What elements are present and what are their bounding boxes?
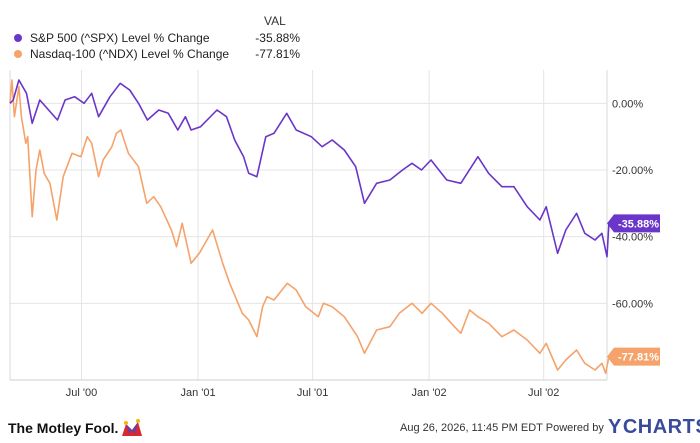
- legend-item-nasdaq100[interactable]: Nasdaq-100 (^NDX) Level % Change -77.81%: [14, 46, 300, 62]
- nasdaq100-line: [9, 79, 610, 375]
- ycharts-logo: Y CHARTS: [608, 416, 700, 439]
- ycharts-y-mark: Y: [608, 416, 622, 438]
- sp500-end-tag: [607, 214, 660, 233]
- y-tick-label: -40.00%: [612, 232, 653, 244]
- nasdaq100-legend-dot: [14, 50, 22, 58]
- sp500-end-label: -35.88%: [618, 218, 659, 230]
- y-tick-label: -60.00%: [612, 298, 653, 310]
- x-tick-label: Jul '00: [66, 387, 97, 399]
- footer: The Motley Fool. Aug 26, 2026, 11:45 PM …: [0, 412, 700, 443]
- motley-fool-logo: The Motley Fool.: [8, 418, 144, 438]
- sp500-legend-label: S&P 500 (^SPX) Level % Change: [30, 31, 210, 45]
- sp500-legend-dot: [14, 34, 22, 42]
- footer-timestamp: Aug 26, 2026, 11:45 PM EDT Powered by: [400, 422, 604, 434]
- nasdaq100-legend-value: -77.81%: [255, 47, 300, 61]
- legend: VAL S&P 500 (^SPX) Level % Change -35.88…: [0, 0, 700, 70]
- nasdaq100-legend-label: Nasdaq-100 (^NDX) Level % Change: [30, 47, 230, 61]
- nasdaq100-end-label: -77.81%: [618, 352, 659, 364]
- ycharts-wordmark: CHARTS: [622, 416, 700, 438]
- legend-item-sp500[interactable]: S&P 500 (^SPX) Level % Change -35.88%: [14, 30, 300, 46]
- x-tick-label: Jan '02: [412, 387, 447, 399]
- motley-fool-wordmark: The Motley Fool.: [8, 420, 119, 436]
- jester-hat-icon: [122, 419, 143, 436]
- nasdaq100-end-tag: [607, 347, 660, 366]
- x-tick-label: Jul '02: [528, 387, 559, 399]
- legend-value-header: VAL: [264, 14, 286, 28]
- x-tick-label: Jul '01: [297, 387, 328, 399]
- y-tick-label: 0.00%: [612, 98, 643, 110]
- x-tick-label: Jan '01: [180, 387, 215, 399]
- sp500-legend-value: -35.88%: [255, 31, 300, 45]
- sp500-line: [9, 79, 610, 258]
- y-tick-label: -20.00%: [612, 165, 653, 177]
